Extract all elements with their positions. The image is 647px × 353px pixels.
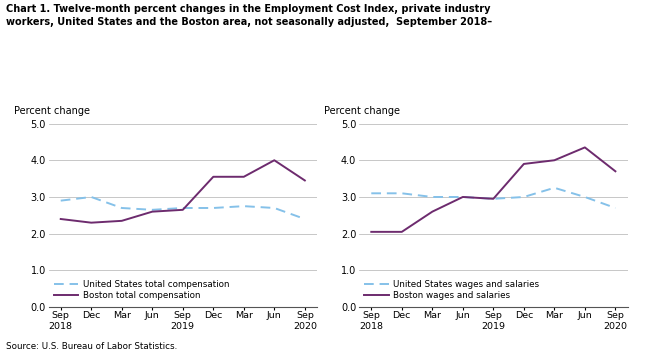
Line: United States total compensation: United States total compensation xyxy=(61,197,305,219)
United States total compensation xyxy=(118,206,126,210)
Boston wages and salaries xyxy=(551,158,558,162)
United States total compensation xyxy=(179,206,186,210)
Line: Boston total compensation: Boston total compensation xyxy=(61,160,305,223)
Boston wages and salaries xyxy=(367,230,375,234)
Legend: United States wages and salaries, Boston wages and salaries: United States wages and salaries, Boston… xyxy=(364,279,540,301)
Boston total compensation xyxy=(210,175,217,179)
United States wages and salaries xyxy=(490,197,498,201)
Boston wages and salaries xyxy=(581,145,589,150)
Line: United States wages and salaries: United States wages and salaries xyxy=(371,188,615,208)
Text: Source: U.S. Bureau of Labor Statistics.: Source: U.S. Bureau of Labor Statistics. xyxy=(6,342,178,351)
United States wages and salaries xyxy=(367,191,375,196)
Boston wages and salaries xyxy=(398,230,406,234)
Boston wages and salaries xyxy=(611,169,619,173)
Boston total compensation xyxy=(270,158,278,162)
Boston wages and salaries xyxy=(520,162,528,166)
United States wages and salaries xyxy=(428,195,436,199)
United States total compensation xyxy=(210,206,217,210)
Boston wages and salaries xyxy=(490,197,498,201)
Line: Boston wages and salaries: Boston wages and salaries xyxy=(371,148,615,232)
United States total compensation xyxy=(57,198,65,203)
Boston wages and salaries xyxy=(428,210,436,214)
Boston total compensation xyxy=(240,175,248,179)
Boston total compensation xyxy=(179,208,186,212)
United States total compensation xyxy=(240,204,248,208)
United States total compensation xyxy=(148,208,156,212)
Legend: United States total compensation, Boston total compensation: United States total compensation, Boston… xyxy=(53,279,230,301)
United States total compensation xyxy=(270,206,278,210)
Boston total compensation xyxy=(148,210,156,214)
Boston total compensation xyxy=(301,178,309,183)
United States wages and salaries xyxy=(581,195,589,199)
Text: Chart 1. Twelve-month percent changes in the Employment Cost Index, private indu: Chart 1. Twelve-month percent changes in… xyxy=(6,4,492,27)
Text: Percent change: Percent change xyxy=(324,106,400,116)
United States wages and salaries xyxy=(551,186,558,190)
United States wages and salaries xyxy=(398,191,406,196)
United States wages and salaries xyxy=(611,206,619,210)
Text: Percent change: Percent change xyxy=(14,106,90,116)
United States total compensation xyxy=(301,217,309,221)
United States total compensation xyxy=(87,195,95,199)
United States wages and salaries xyxy=(520,195,528,199)
Boston total compensation xyxy=(57,217,65,221)
Boston total compensation xyxy=(118,219,126,223)
Boston wages and salaries xyxy=(459,195,466,199)
Boston total compensation xyxy=(87,221,95,225)
United States wages and salaries xyxy=(459,195,466,199)
